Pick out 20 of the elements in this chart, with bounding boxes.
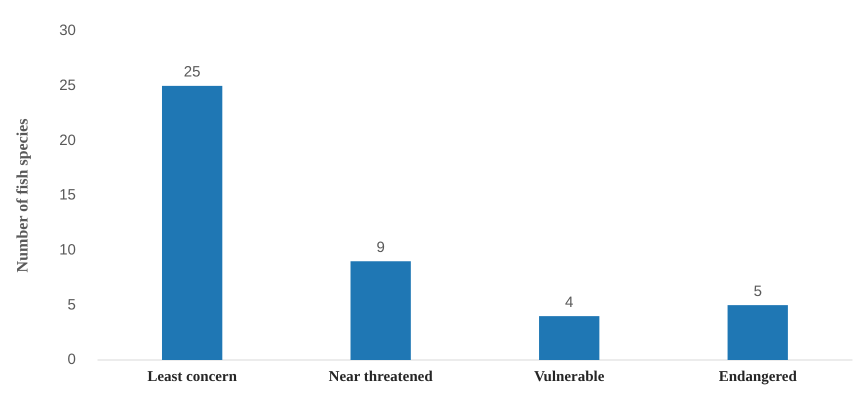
y-tick-label: 20 <box>59 132 76 149</box>
y-tick-label: 5 <box>68 296 76 314</box>
y-tick-label: 0 <box>68 351 76 368</box>
y-tick-label: 10 <box>59 241 76 258</box>
data-label: 25 <box>184 63 200 80</box>
data-label: 4 <box>565 294 574 311</box>
data-label: 9 <box>376 238 385 256</box>
bar <box>162 86 222 360</box>
bar <box>728 305 788 360</box>
y-tick-label: 30 <box>59 22 76 40</box>
y-tick-label: 25 <box>59 76 76 94</box>
bar <box>350 261 411 360</box>
x-tick-label: Near threatened <box>328 368 434 385</box>
x-tick-label: Vulnerable <box>534 368 605 385</box>
y-axis-title: Number of fish species <box>14 118 32 272</box>
y-tick-label: 15 <box>59 186 76 204</box>
x-tick-label: Least concern <box>147 368 238 385</box>
bar <box>539 316 600 360</box>
x-tick-label: Endangered <box>718 368 798 385</box>
data-label: 5 <box>754 282 762 300</box>
